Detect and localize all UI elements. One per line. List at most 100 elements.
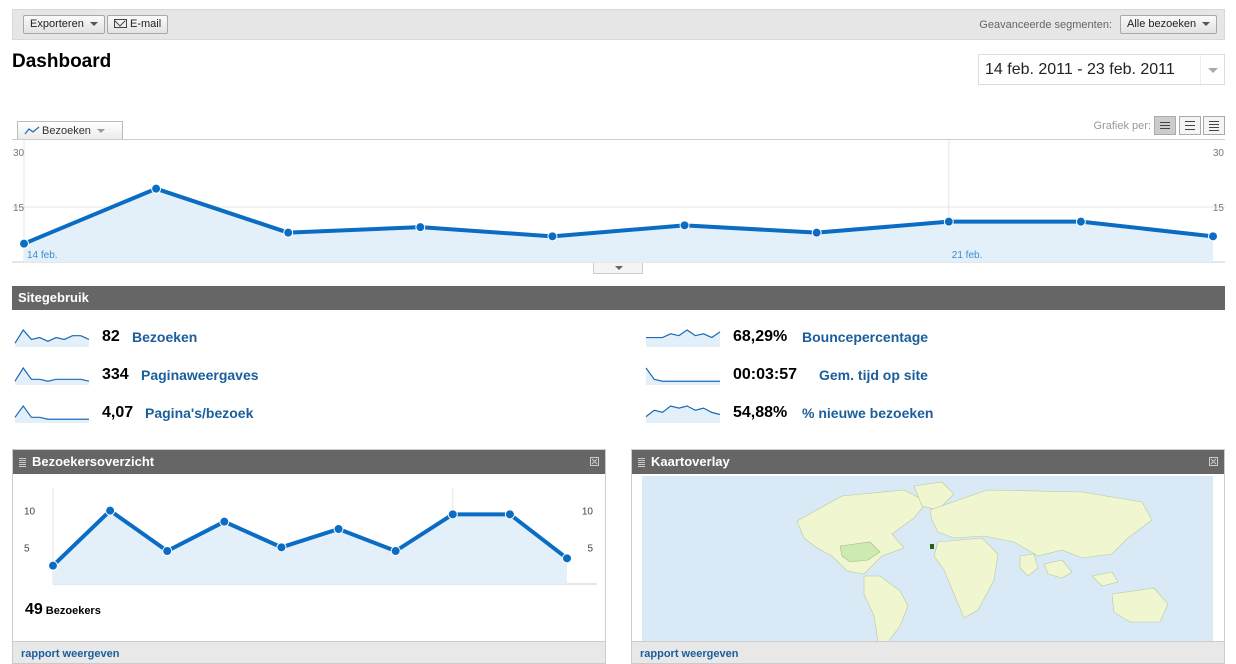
- data-point: [19, 238, 29, 249]
- segments-select[interactable]: Alle bezoeken: [1120, 15, 1218, 34]
- site-usage-header: Sitegebruik: [12, 286, 1225, 310]
- data-point: [276, 542, 287, 553]
- email-label: E-mail: [130, 18, 162, 30]
- graph-by-label: Grafiek per:: [1093, 120, 1151, 132]
- sparkline: [14, 328, 90, 347]
- data-point: [390, 546, 401, 556]
- map-overlay-header[interactable]: Kaartoverlay: [632, 450, 1224, 474]
- data-point: [811, 227, 822, 238]
- data-point: [219, 516, 230, 527]
- visitors-overview-title: Bezoekersoverzicht: [32, 454, 155, 469]
- day-view-icon[interactable]: [1154, 116, 1176, 135]
- close-icon[interactable]: [1209, 457, 1218, 466]
- data-point: [679, 220, 690, 231]
- data-point: [333, 524, 344, 534]
- metric-label[interactable]: Pagina's/bezoek: [145, 405, 254, 421]
- world-map-shapes: [796, 481, 1169, 642]
- metric-row: 54,88% % nieuwe bezoeken: [645, 404, 1065, 426]
- metric-row: 4,07 Pagina's/bezoek: [14, 404, 434, 426]
- metric-row: 68,29% Bouncepercentage: [645, 328, 1065, 350]
- metric-value: 68,29%: [733, 328, 788, 345]
- week-view-icon[interactable]: [1179, 116, 1201, 135]
- data-point: [105, 505, 116, 516]
- site-usage-title: Sitegebruik: [18, 290, 89, 305]
- data-point: [162, 546, 173, 556]
- data-point: [943, 216, 954, 227]
- sparkline: [645, 367, 720, 385]
- month-view-icon[interactable]: [1203, 116, 1225, 135]
- visitors-overview-panel: Bezoekersoverzicht 10 5 10 5 49 Bezoekers ra…: [12, 449, 606, 664]
- date-range-text: 14 feb. 2011 - 23 feb. 2011: [985, 61, 1175, 78]
- line-chart-icon: [24, 126, 40, 135]
- metric-value: 00:03:57: [733, 366, 798, 383]
- visitors-count: 49 Bezoekers: [25, 601, 101, 619]
- visitors-count-label: Bezoekers: [45, 605, 101, 617]
- sparkline-line: [645, 405, 721, 418]
- map-overlay-title: Kaartoverlay: [651, 454, 730, 469]
- sparkline: [646, 329, 721, 347]
- map-report-link[interactable]: rapport weergeven: [632, 641, 1224, 663]
- sparkline-line: [14, 404, 89, 420]
- y-tick-label-left: 15: [13, 203, 25, 214]
- sparkline-line: [14, 328, 90, 344]
- world-map[interactable]: [642, 476, 1213, 642]
- data-point: [1075, 216, 1086, 227]
- y-tick-label-left: 30: [13, 148, 25, 159]
- data-point: [1208, 231, 1218, 242]
- sparkline-line: [645, 367, 720, 382]
- y-tick-label-right: 15: [1213, 203, 1225, 214]
- chevron-down-icon: [1202, 22, 1211, 27]
- email-button[interactable]: E-mail: [107, 15, 169, 34]
- visits-area: [24, 188, 1213, 262]
- sparkline-area: [646, 368, 720, 385]
- metric-row: 82 Bezoeken: [14, 328, 434, 350]
- sparkline-line: [646, 329, 721, 339]
- map-overlay-panel: Kaartoverlay rapport weergeven: [631, 449, 1225, 664]
- data-point: [447, 509, 458, 520]
- export-button[interactable]: Exporteren: [23, 15, 105, 34]
- sparkline-area: [646, 330, 720, 347]
- metric-selector-label: Bezoeken: [42, 125, 91, 137]
- metric-label[interactable]: Paginaweergaves: [141, 367, 259, 383]
- visitors-overview-header[interactable]: Bezoekersoverzicht: [13, 450, 605, 474]
- x-tick-label: 14 feb.: [27, 250, 58, 261]
- metric-row: 00:03:57 Gem. tijd op site: [645, 366, 1065, 388]
- y-tick-label-right: 5: [587, 543, 593, 554]
- metric-selector[interactable]: Bezoeken: [17, 121, 123, 140]
- envelope-icon: [114, 19, 127, 28]
- y-tick-label-left: 10: [24, 507, 36, 518]
- visitors-report-link[interactable]: rapport weergeven: [13, 641, 605, 663]
- drag-handle-icon[interactable]: [638, 458, 645, 467]
- chevron-down-icon[interactable]: [1200, 55, 1224, 84]
- data-point: [48, 560, 58, 571]
- x-tick-label: 21 feb.: [952, 250, 983, 261]
- metric-value: 54,88%: [733, 404, 788, 421]
- collapse-chart-button[interactable]: [593, 263, 643, 274]
- export-label: Exporteren: [30, 18, 84, 30]
- data-point: [504, 509, 515, 520]
- data-point: [562, 553, 572, 564]
- visits-line: [23, 186, 1214, 246]
- y-tick-label-left: 5: [24, 543, 30, 554]
- visits-chart: 30 15 30 15 14 feb. 21 feb.: [12, 139, 1225, 263]
- drag-handle-icon[interactable]: [19, 458, 26, 467]
- data-point: [547, 231, 558, 242]
- metric-value: 334: [102, 366, 129, 383]
- data-point: [151, 183, 162, 194]
- metric-label[interactable]: Bezoeken: [132, 329, 198, 345]
- close-icon[interactable]: [590, 457, 599, 466]
- chevron-down-icon: [89, 22, 98, 27]
- metric-label[interactable]: Gem. tijd op site: [819, 367, 928, 383]
- page-title: Dashboard: [12, 51, 112, 72]
- metric-label[interactable]: % nieuwe bezoeken: [802, 405, 934, 421]
- sparkline-area: [15, 368, 89, 385]
- segments-value: Alle bezoeken: [1127, 18, 1197, 30]
- segments-label: Geavanceerde segmenten:: [979, 19, 1112, 31]
- sparkline-area: [15, 406, 89, 423]
- sparkline: [14, 366, 90, 385]
- toolbar: Exporteren E-mail Geavanceerde segmenten…: [12, 9, 1225, 40]
- date-range-picker[interactable]: 14 feb. 2011 - 23 feb. 2011: [978, 54, 1225, 85]
- visitors-count-value: 49: [25, 601, 43, 618]
- metric-label[interactable]: Bouncepercentage: [802, 329, 929, 345]
- visitors-line: [51, 508, 569, 568]
